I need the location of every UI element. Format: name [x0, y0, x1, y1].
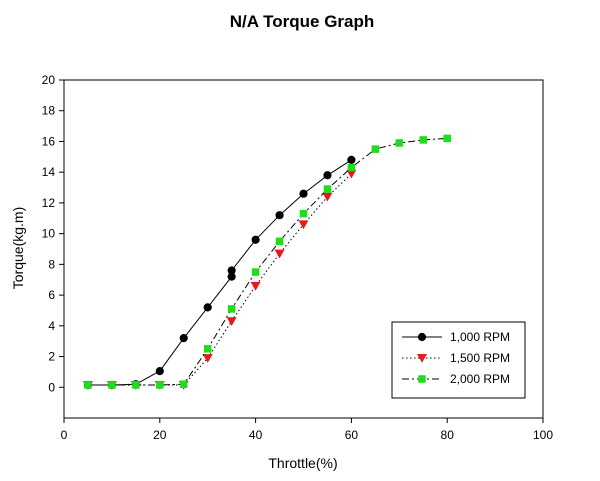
x-tick-label: 60	[345, 428, 359, 442]
y-tick-label: 0	[48, 380, 55, 394]
legend-box	[391, 321, 526, 399]
y-tick-label: 2	[48, 350, 55, 364]
legend-label: 1,000 RPM	[450, 330, 510, 344]
series-3	[84, 134, 451, 389]
x-tick-label: 80	[441, 428, 455, 442]
data-point	[275, 211, 284, 220]
data-point	[418, 375, 426, 383]
y-tick-label: 12	[42, 196, 56, 210]
data-point	[371, 145, 380, 153]
data-point	[203, 303, 212, 312]
data-point	[156, 381, 164, 389]
data-point	[347, 155, 356, 164]
y-tick-label: 10	[42, 227, 56, 241]
data-point	[227, 305, 236, 313]
x-tick-label: 100	[533, 428, 553, 442]
data-point	[417, 332, 427, 342]
data-point	[108, 381, 116, 389]
y-tick-label: 20	[42, 73, 56, 87]
data-point	[203, 345, 212, 353]
data-point	[395, 139, 404, 147]
data-point	[132, 381, 140, 389]
data-point	[417, 354, 427, 363]
legend: 1,000 RPM 1,500 RPM 2,000 RPM	[391, 321, 526, 399]
plot-area	[63, 79, 544, 419]
data-point	[84, 381, 92, 389]
data-point	[298, 220, 309, 230]
y-tick-label: 6	[48, 288, 55, 302]
data-point	[323, 171, 332, 180]
x-axis: 0 20 40 60 80 100	[61, 418, 553, 442]
data-point	[179, 334, 188, 343]
data-point	[155, 367, 164, 376]
data-point	[227, 272, 236, 281]
y-tick-label: 4	[48, 319, 55, 333]
data-point	[347, 163, 356, 172]
data-point	[274, 249, 285, 259]
y-tick-label: 14	[42, 165, 56, 179]
series-line	[88, 159, 352, 386]
legend-label: 2,000 RPM	[450, 372, 510, 386]
data-point	[251, 235, 260, 244]
data-point	[299, 189, 308, 198]
data-point	[251, 268, 260, 276]
y-tick-label: 18	[42, 104, 56, 118]
x-tick-label: 20	[153, 428, 167, 442]
data-point	[299, 209, 308, 218]
x-tick-label: 0	[61, 428, 68, 442]
data-point	[226, 317, 237, 326]
legend-label: 1,500 RPM	[450, 351, 510, 365]
data-point	[419, 136, 427, 144]
series-2	[82, 169, 357, 390]
data-point	[443, 134, 451, 143]
chart-title: N/A Torque Graph	[230, 12, 375, 31]
x-axis-label: Throttle(%)	[268, 455, 337, 471]
x-tick-label: 40	[249, 428, 263, 442]
y-tick-label: 8	[48, 257, 55, 271]
data-point	[322, 192, 333, 202]
data-point	[323, 185, 332, 193]
series-layer	[82, 134, 451, 390]
series-1	[83, 155, 356, 390]
data-point	[250, 281, 261, 291]
data-point	[275, 237, 284, 246]
y-axis-label: Torque(kg.m)	[10, 207, 26, 289]
plot-frame	[63, 79, 544, 419]
data-point	[227, 266, 236, 275]
y-axis: 0 2 4 6 8 10 12 14 16 18 20	[42, 73, 64, 394]
data-point	[202, 354, 213, 363]
data-point	[180, 380, 188, 388]
y-tick-label: 16	[42, 134, 56, 148]
data-point	[346, 169, 357, 179]
